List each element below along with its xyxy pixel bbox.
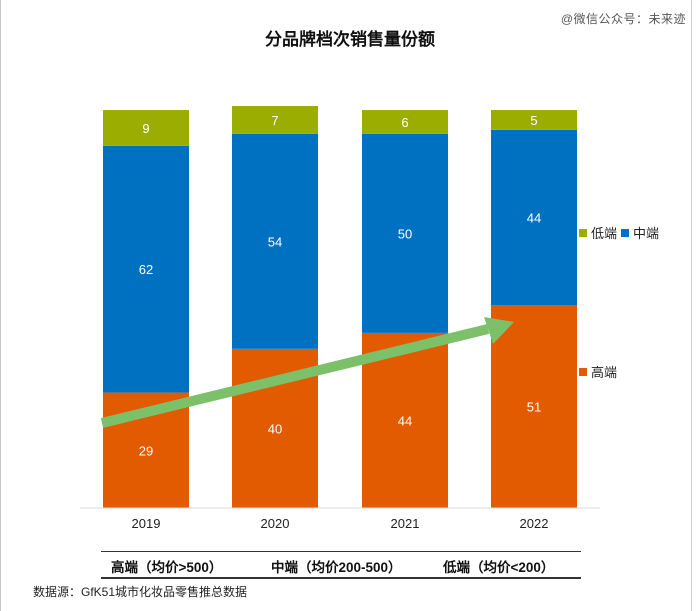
bar-2021-series-0 xyxy=(362,332,448,508)
data-label-2022-series-1: 44 xyxy=(527,210,541,225)
data-label-2020-series-2: 7 xyxy=(271,113,278,128)
legend-label-series-1: 中端 xyxy=(633,226,659,241)
data-label-2021-series-2: 6 xyxy=(401,115,408,130)
frame-right-border xyxy=(691,0,692,611)
data-label-2022-series-0: 51 xyxy=(527,400,541,415)
note-top-rule xyxy=(101,551,581,552)
trend-arrow-icon xyxy=(100,317,514,428)
chart-title: 分品牌档次销售量份额 xyxy=(265,30,435,49)
price-tier-notes: 高端（均价>500） 中端（均价200-500） 低端（均价<200） xyxy=(101,556,581,576)
data-label-2019-series-1: 62 xyxy=(139,262,153,277)
legend-swatch-series-0 xyxy=(579,368,587,376)
x-tick-2019: 2019 xyxy=(132,516,161,531)
legend-swatch-series-2 xyxy=(579,229,587,237)
data-label-2019-series-0: 29 xyxy=(139,443,153,458)
trend-arrow-head xyxy=(484,317,514,344)
bar-2020-series-2 xyxy=(232,106,318,134)
legend-label-series-0: 高端 xyxy=(591,365,617,380)
bar-2019-series-2 xyxy=(103,110,189,146)
bar-2021-series-2 xyxy=(362,110,448,134)
legend-swatch-series-1 xyxy=(621,229,629,237)
data-source: 数据源：GfK51城市化妆品零售推总数据 xyxy=(33,585,248,599)
x-tick-2020: 2020 xyxy=(261,516,290,531)
legend-label-series-2: 低端 xyxy=(591,226,617,241)
data-label-2021-series-0: 44 xyxy=(398,413,412,428)
bar-2019-series-1 xyxy=(103,145,189,393)
bar-2020-series-1 xyxy=(232,133,318,349)
data-labels-group: 29 62 9 40 54 7 44 50 6 51 44 5 xyxy=(139,113,541,458)
x-tick-labels: 2019 2020 2021 2022 xyxy=(132,516,549,531)
bar-2022-series-2 xyxy=(491,110,577,130)
bar-2022-series-0 xyxy=(491,305,577,508)
x-tick-2021: 2021 xyxy=(391,516,420,531)
note-high: 高端（均价>500） xyxy=(111,560,223,575)
bar-2022-series-1 xyxy=(491,129,577,306)
frame-left-border xyxy=(0,0,1,611)
bar-2021-series-1 xyxy=(362,133,448,333)
trend-arrow-shaft xyxy=(100,324,490,428)
data-label-2022-series-2: 5 xyxy=(530,113,537,128)
data-label-2021-series-1: 50 xyxy=(398,226,412,241)
note-bottom-rule xyxy=(101,577,581,579)
data-label-2020-series-1: 54 xyxy=(268,234,282,249)
note-low: 低端（均价<200） xyxy=(443,560,555,575)
bars-group xyxy=(103,106,577,508)
watermark: @微信公众号：未来迹 xyxy=(560,12,686,26)
x-tick-2022: 2022 xyxy=(520,516,549,531)
data-label-2020-series-0: 40 xyxy=(268,421,282,436)
data-label-2019-series-2: 9 xyxy=(142,121,149,136)
note-mid: 中端（均价200-500） xyxy=(271,560,402,575)
